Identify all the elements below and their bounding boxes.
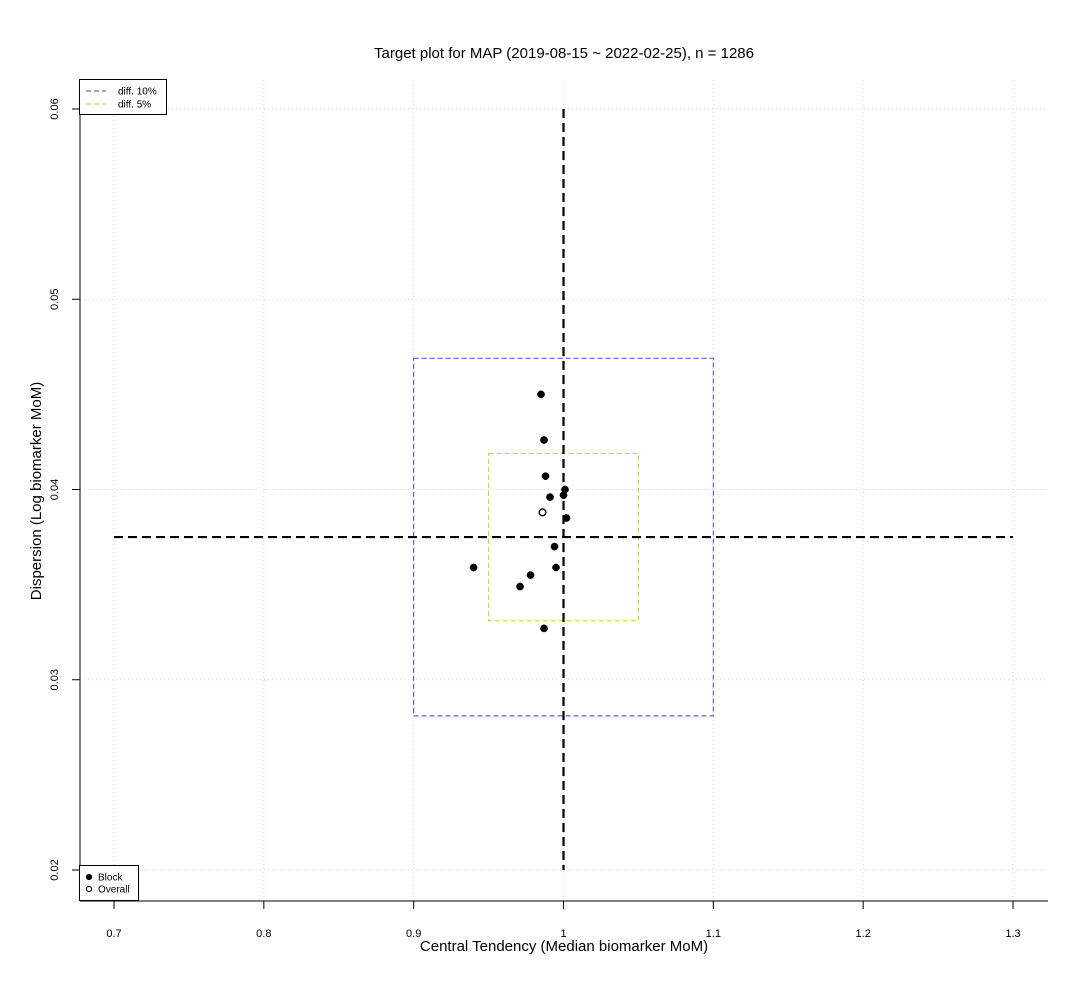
block-point [550,542,559,551]
block-point [541,472,550,481]
legend-frame [79,865,139,901]
x-tick-label: 0.8 [256,928,271,940]
axes: 0.7 0.8 0.9 1 1.1 1.2 1.3 0.02 0.03 0.04 0.05 0.06 [49,80,1048,940]
legend-label: Overall [98,885,130,896]
y-tick-label: 0.03 [49,669,61,690]
x-tick-label: 0.7 [106,928,121,940]
x-axis-label: Central Tendency (Median biomarker MoM) [420,938,708,955]
legend-overall-marker [85,885,93,893]
block-point [559,491,568,500]
legend-frame [79,79,167,115]
block-point [516,582,524,591]
legend-label: diff. 10% [118,87,157,98]
block-point [540,624,548,633]
legend-target-boxes: diff. 10% diff. 5% [79,79,167,115]
block-point [540,436,548,444]
block-point [552,563,560,572]
legend-label: diff. 5% [118,100,151,111]
block-point [469,563,478,572]
x-tick-label: 1.2 [856,928,871,940]
block-point [546,493,554,501]
block-point [562,514,571,522]
block-point [526,571,535,579]
x-tick-label: 0.9 [406,928,421,940]
legend-label: Block [98,873,123,884]
data-points [469,390,571,633]
overall-point [538,508,547,517]
legend-block-marker [85,873,93,881]
x-tick-label: 1.1 [706,928,721,940]
block-point [537,390,545,399]
x-tick-label: 1.3 [1005,928,1020,940]
y-tick-label: 0.06 [49,98,61,119]
x-tick-label: 1 [560,928,566,940]
y-tick-label: 0.05 [49,289,61,310]
y-tick-label: 0.04 [49,479,61,500]
y-tick-label: 0.02 [49,859,61,880]
chart-title: Target plot for MAP (2019-08-15 ~ 2022-0… [374,45,754,62]
y-axis-label: Dispersion (Log biomarker MoM) [28,382,45,600]
